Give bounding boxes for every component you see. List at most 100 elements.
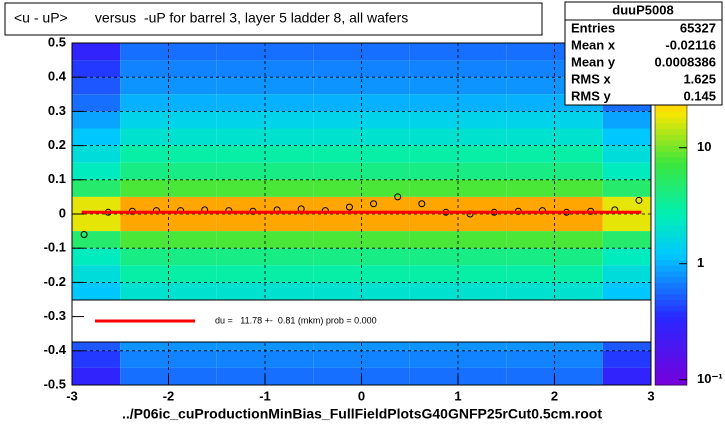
- heat-cell: [120, 162, 169, 180]
- heat-cell: [313, 265, 362, 283]
- x-tick-label: 3: [647, 388, 654, 403]
- heat-cell: [72, 282, 121, 300]
- colorbar-segment: [655, 328, 687, 335]
- heat-cell: [216, 145, 265, 163]
- profile-point: [370, 200, 378, 208]
- heat-cell: [120, 145, 169, 163]
- heat-cell: [458, 350, 507, 368]
- colorbar-segment: [655, 174, 687, 181]
- heat-cell: [216, 282, 265, 300]
- heat-cell: [602, 248, 651, 266]
- profile-point: [80, 231, 88, 239]
- colorbar-segment: [655, 225, 687, 232]
- colorbar-segment: [655, 276, 687, 283]
- heat-cell: [216, 248, 265, 266]
- heat-cell: [506, 43, 555, 61]
- heat-cell: [313, 282, 362, 300]
- chart-title: <u - uP> versus -uP for barrel 3, layer …: [14, 10, 408, 26]
- heat-cell: [265, 367, 314, 385]
- heat-cell: [168, 248, 217, 266]
- heat-cell: [361, 43, 410, 61]
- heat-cell: [506, 231, 555, 249]
- y-tick-label: 0.2: [48, 137, 66, 152]
- colorbar-segment: [655, 191, 687, 198]
- heat-cell: [458, 43, 507, 61]
- heat-cell: [120, 214, 169, 232]
- heat-cell: [168, 350, 217, 368]
- x-axis-title: ../P06ic_cuProductionMinBias_FullFieldPl…: [122, 406, 602, 422]
- heat-cell: [361, 162, 410, 180]
- heat-cell: [458, 367, 507, 385]
- heat-cell: [168, 94, 217, 112]
- stats-title: duuP5008: [612, 2, 673, 17]
- heat-cell: [265, 77, 314, 95]
- heat-cell: [72, 248, 121, 266]
- colorbar-segment: [655, 179, 687, 186]
- colorbar-segment: [655, 293, 687, 300]
- colorbar-segment: [655, 168, 687, 175]
- heat-cell: [506, 350, 555, 368]
- heat-cell: [120, 179, 169, 197]
- heat-cell: [313, 77, 362, 95]
- heat-cell: [216, 77, 265, 95]
- heat-cell: [120, 231, 169, 249]
- heat-cell: [72, 94, 121, 112]
- heat-cell: [265, 179, 314, 197]
- heat-cell: [409, 94, 458, 112]
- heat-cell: [554, 162, 603, 180]
- colorbar-segment: [655, 271, 687, 278]
- colorbar-segment: [655, 339, 687, 346]
- heat-cell: [313, 43, 362, 61]
- heat-cell: [554, 248, 603, 266]
- heat-cell: [313, 248, 362, 266]
- heat-cell: [506, 265, 555, 283]
- heat-cell: [409, 214, 458, 232]
- heat-cell: [168, 231, 217, 249]
- colorbar-segment: [655, 219, 687, 226]
- heat-cell: [168, 128, 217, 146]
- heat-cell: [216, 367, 265, 385]
- heat-cell: [361, 282, 410, 300]
- heat-cell: [265, 214, 314, 232]
- colorbar-segment: [655, 162, 687, 169]
- heat-cell: [602, 265, 651, 283]
- heat-cell: [72, 60, 121, 78]
- y-tick-label: 0.5: [48, 34, 66, 49]
- heat-cell: [168, 145, 217, 163]
- heat-cell: [361, 94, 410, 112]
- heat-cell: [72, 145, 121, 163]
- heat-cell: [120, 196, 169, 214]
- heat-cell: [120, 111, 169, 129]
- heat-cell: [361, 350, 410, 368]
- heat-cell: [120, 367, 169, 385]
- stats-value: -0.02116: [665, 37, 716, 52]
- heat-cell: [313, 111, 362, 129]
- heat-cell: [216, 43, 265, 61]
- heat-cell: [409, 367, 458, 385]
- heat-cell: [409, 77, 458, 95]
- heat-cell: [409, 265, 458, 283]
- colorbar-segment: [655, 214, 687, 221]
- x-tick-label: 0: [358, 388, 365, 403]
- heat-cell: [313, 367, 362, 385]
- heat-cell: [458, 231, 507, 249]
- x-tick-label: 1: [454, 388, 461, 403]
- heat-cell: [216, 350, 265, 368]
- heat-cell: [409, 111, 458, 129]
- heat-cell: [506, 162, 555, 180]
- heat-cell: [216, 162, 265, 180]
- colorbar-segment: [655, 367, 687, 375]
- heat-cell: [506, 248, 555, 266]
- heat-cell: [602, 145, 651, 163]
- y-tick-label: -0.5: [44, 376, 66, 391]
- heat-cell: [458, 128, 507, 146]
- heat-cell: [506, 282, 555, 300]
- stats-name: Entries: [571, 20, 615, 35]
- heat-cell: [120, 128, 169, 146]
- colorbar-segment: [655, 151, 687, 158]
- heat-cell: [602, 282, 651, 300]
- profile-point: [394, 193, 402, 201]
- heat-cell: [458, 60, 507, 78]
- heat-cell: [506, 196, 555, 214]
- heat-cell: [602, 350, 651, 368]
